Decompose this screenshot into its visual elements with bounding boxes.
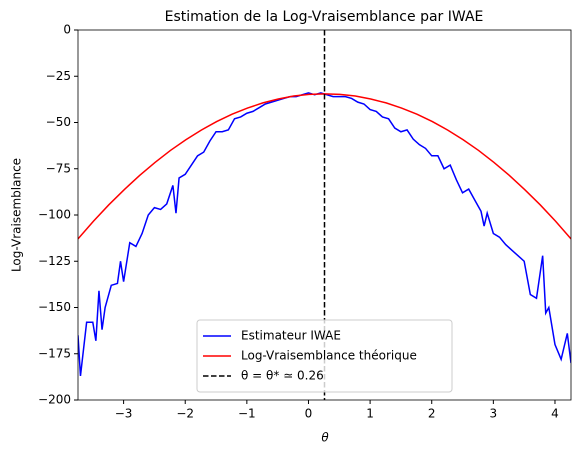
x-tick-label: 4 (551, 407, 559, 421)
x-tick-label: 3 (490, 407, 498, 421)
y-tick-label: 0 (63, 23, 71, 37)
y-tick-label: −75 (46, 161, 71, 175)
legend-label: Estimateur IWAE (241, 329, 341, 343)
chart-title: Estimation de la Log-Vraisemblance par I… (165, 9, 484, 25)
y-tick-label: −25 (46, 69, 71, 83)
legend (196, 319, 453, 393)
x-tick-label: −1 (238, 407, 256, 421)
legend-label: Log-Vraisemblance théorique (241, 349, 417, 363)
plot-frame (77, 29, 572, 401)
x-tick-label: −2 (176, 407, 194, 421)
x-tick-label: 2 (428, 407, 436, 421)
y-tick-label: −50 (46, 115, 71, 129)
y-tick-label: −175 (38, 346, 71, 360)
x-tick-label: −3 (115, 407, 133, 421)
y-tick-label: −100 (38, 208, 71, 222)
x-axis-label: θ (321, 431, 329, 445)
y-tick-label: −125 (38, 254, 71, 268)
line (78, 93, 571, 240)
x-tick-label: 1 (366, 407, 374, 421)
y-axis-label: Log-Vraisemblance (10, 158, 24, 272)
x-tick-label: 0 (305, 407, 313, 421)
y-tick-label: −200 (38, 393, 71, 407)
y-tick-label: −150 (38, 300, 71, 314)
legend-label: θ = θ* ≃ 0.26 (241, 369, 324, 383)
